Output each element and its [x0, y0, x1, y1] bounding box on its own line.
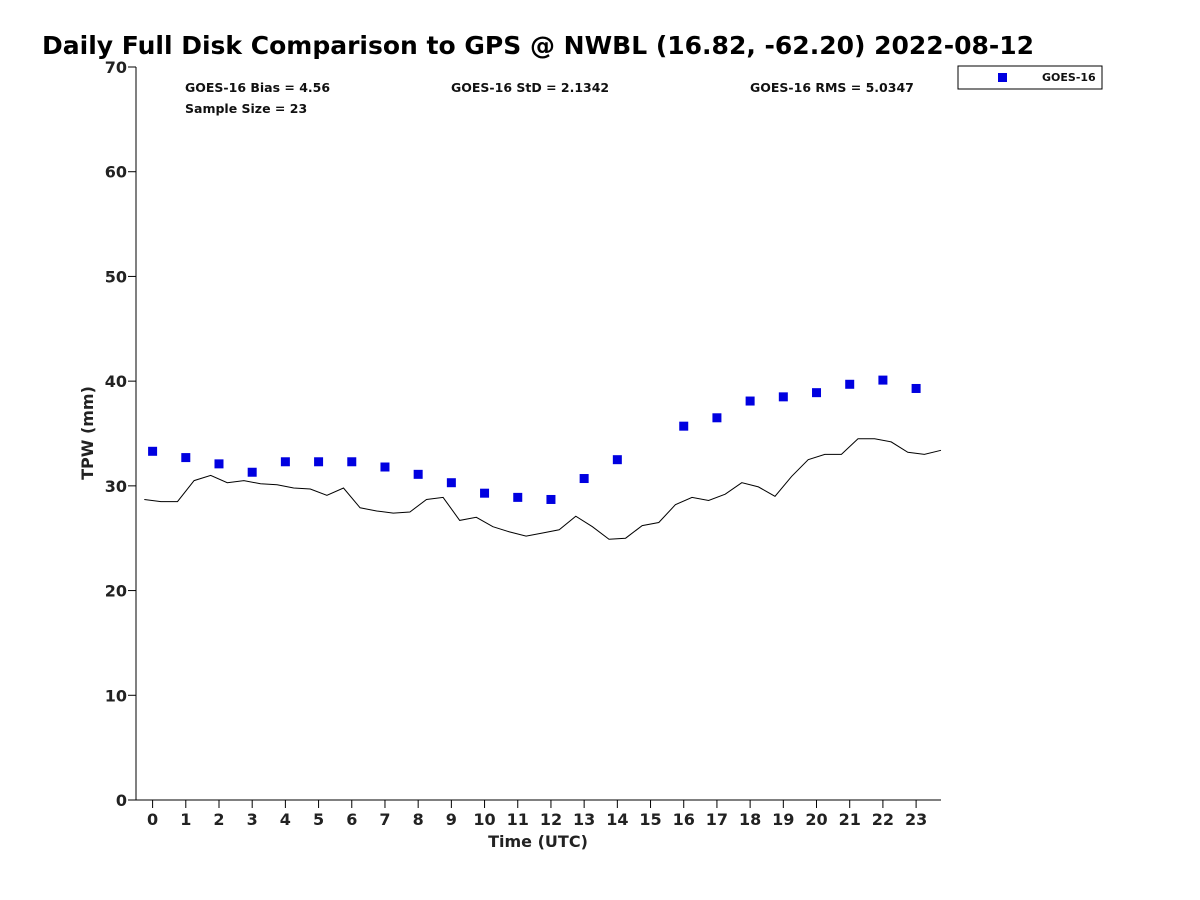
- goes16-point: [579, 474, 589, 484]
- y-tick-label: 50: [105, 267, 127, 286]
- y-tick-label: 70: [105, 58, 127, 77]
- x-tick-label: 13: [573, 810, 595, 829]
- x-tick-label: 14: [606, 810, 628, 829]
- x-tick-label: 1: [180, 810, 191, 829]
- x-tick-label: 10: [473, 810, 495, 829]
- goes16-point: [148, 446, 158, 456]
- x-tick-label: 20: [805, 810, 827, 829]
- x-tick-label: 12: [540, 810, 562, 829]
- x-tick-label: 15: [639, 810, 661, 829]
- goes16-points-layer: [148, 375, 921, 504]
- x-tick-label: 4: [280, 810, 291, 829]
- goes16-point: [612, 455, 622, 465]
- goes16-point: [181, 453, 191, 463]
- gps-line-layer: [144, 438, 942, 540]
- rms-stat: GOES-16 RMS = 5.0347: [750, 80, 914, 95]
- gps-tpw-line: [144, 438, 942, 540]
- goes16-point: [679, 421, 689, 431]
- y-tick-label: 20: [105, 582, 127, 601]
- x-tick-label: 5: [313, 810, 324, 829]
- x-tick-label: 16: [673, 810, 695, 829]
- goes16-point: [513, 492, 523, 502]
- sample-size-stat: Sample Size = 23: [185, 101, 307, 116]
- std-stat: GOES-16 StD = 2.1342: [451, 80, 609, 95]
- y-tick-label: 40: [105, 372, 127, 391]
- x-tick-label: 9: [446, 810, 457, 829]
- goes16-point: [446, 478, 456, 488]
- goes16-point: [812, 388, 822, 398]
- goes16-point: [214, 459, 224, 469]
- goes16-point: [546, 494, 556, 504]
- goes16-point: [778, 392, 788, 402]
- x-tick-label: 18: [739, 810, 761, 829]
- goes16-point: [314, 457, 324, 467]
- y-axis-ticks: 0 10 20 30 40 50 60 70: [105, 58, 136, 810]
- bias-stat: GOES-16 Bias = 4.56: [185, 80, 330, 95]
- legend-label: GOES-16: [1042, 71, 1096, 84]
- x-tick-label: 6: [346, 810, 357, 829]
- goes16-point: [413, 469, 423, 479]
- goes16-point: [280, 457, 290, 467]
- x-tick-label: 19: [772, 810, 794, 829]
- y-tick-label: 30: [105, 477, 127, 496]
- goes16-point: [878, 375, 888, 385]
- x-tick-label: 11: [507, 810, 529, 829]
- x-tick-label: 3: [247, 810, 258, 829]
- x-tick-label: 17: [706, 810, 728, 829]
- x-tick-label: 8: [413, 810, 424, 829]
- goes16-point: [845, 379, 855, 389]
- goes16-point: [347, 457, 357, 467]
- y-axis-label: TPW (mm): [78, 386, 97, 480]
- legend-box: [957, 65, 1103, 90]
- x-tick-label: 0: [147, 810, 158, 829]
- goes16-point: [712, 413, 722, 423]
- y-tick-label: 60: [105, 163, 127, 182]
- legend: GOES-16: [957, 65, 1103, 90]
- x-axis-ticks: 0 1 2 3 4 5 6 7 8 9 10 11 12 13 14 15 16 17 18 19 20 21 22 23: [147, 800, 927, 829]
- axes: [135, 67, 941, 801]
- goes16-point: [745, 396, 755, 406]
- x-tick-label: 22: [872, 810, 894, 829]
- x-tick-label: 23: [905, 810, 927, 829]
- legend-square-icon: [998, 73, 1007, 82]
- goes16-point: [480, 488, 490, 498]
- x-tick-label: 7: [379, 810, 390, 829]
- x-axis-label: Time (UTC): [488, 832, 588, 851]
- chart-title: Daily Full Disk Comparison to GPS @ NWBL…: [42, 31, 1034, 60]
- y-tick-label: 0: [116, 791, 127, 810]
- goes16-point: [380, 462, 390, 472]
- x-tick-label: 2: [213, 810, 224, 829]
- goes16-point: [911, 383, 921, 393]
- y-tick-label: 10: [105, 686, 127, 705]
- goes16-point: [247, 467, 257, 477]
- x-tick-label: 21: [839, 810, 861, 829]
